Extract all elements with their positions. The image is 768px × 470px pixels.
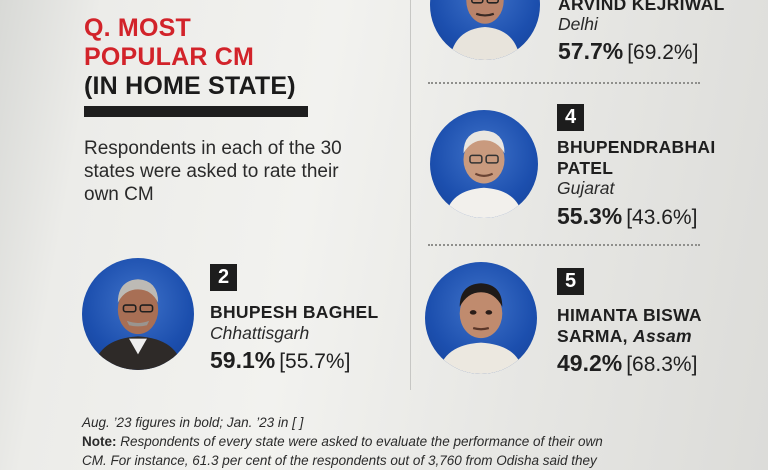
cm-photo-kejriwal (430, 0, 540, 60)
title-line-1: Q. MOST (84, 14, 191, 42)
cm-name-baghel: BHUPESH BAGHEL (210, 302, 379, 322)
note-text: Respondents of every state were asked to… (116, 434, 603, 449)
cm-name-sarma: HIMANTA BISWA SARMA, Assam (557, 305, 702, 347)
footnote: Aug. ’23 figures in bold; Jan. ’23 in [ … (82, 413, 742, 470)
rank-badge-4: 4 (557, 104, 584, 131)
name-line-1: BHUPENDRABHAI (557, 137, 716, 157)
entry-divider (428, 82, 700, 84)
footnote-note: Note: Respondents of every state were as… (82, 432, 742, 451)
jan-rating: [68.3%] (626, 353, 698, 376)
cm-state-patel: Gujarat (557, 178, 615, 198)
cm-state-sarma: Assam (633, 326, 692, 346)
rank-badge-5: 5 (557, 268, 584, 295)
aug-rating: 55.3% (557, 203, 623, 229)
page-title: Q. MOST POPULAR CM (IN HOME STATE) (84, 14, 384, 101)
rank-badge-2: 2 (210, 264, 237, 291)
portrait-icon (449, 0, 521, 60)
cm-name-patel: BHUPENDRABHAI PATEL (557, 137, 716, 179)
portrait-icon (445, 130, 523, 218)
title-line-3: (IN HOME STATE) (84, 72, 296, 100)
name-line-2-with-state: SARMA, Assam (557, 326, 702, 347)
aug-rating: 59.1% (210, 347, 276, 373)
entry-divider (428, 244, 700, 246)
jan-rating: [43.6%] (626, 206, 698, 229)
title-line-2: POPULAR CM (84, 43, 255, 71)
name-line-2: SARMA, (557, 326, 628, 346)
column-divider (410, 0, 411, 390)
name-line-1: HIMANTA BISWA (557, 305, 702, 325)
footnote-note-continued: CM. For instance, 61.3 per cent of the r… (82, 453, 597, 468)
cm-photo-sarma (425, 262, 537, 374)
cm-rating-patel: 55.3% [43.6%] (557, 203, 697, 231)
portrait-icon (438, 283, 524, 374)
cm-rating-kejriwal: 57.7% [69.2%] (558, 38, 698, 66)
cm-state-baghel: Chhattisgarh (210, 323, 310, 343)
aug-rating: 57.7% (558, 38, 624, 64)
jan-rating: [69.2%] (627, 41, 699, 64)
name-line-2: PATEL (557, 158, 614, 178)
title-underline-bar (84, 106, 308, 117)
note-label: Note: (82, 434, 117, 449)
cm-state-kejriwal: Delhi (558, 14, 598, 34)
cm-rating-sarma: 49.2% [68.3%] (557, 350, 697, 378)
jan-rating: [55.7%] (279, 350, 351, 373)
aug-rating: 49.2% (557, 350, 623, 376)
cm-photo-patel (430, 110, 538, 218)
cm-name-kejriwal: ARVIND KEJRIWAL (558, 0, 725, 14)
portrait-icon (93, 279, 183, 370)
cm-rating-baghel: 59.1% [55.7%] (210, 347, 350, 375)
cm-photo-baghel (82, 258, 194, 370)
footnote-legend: Aug. ’23 figures in bold; Jan. ’23 in [ … (82, 415, 304, 430)
intro-text: Respondents in each of the 30 states wer… (84, 138, 342, 205)
